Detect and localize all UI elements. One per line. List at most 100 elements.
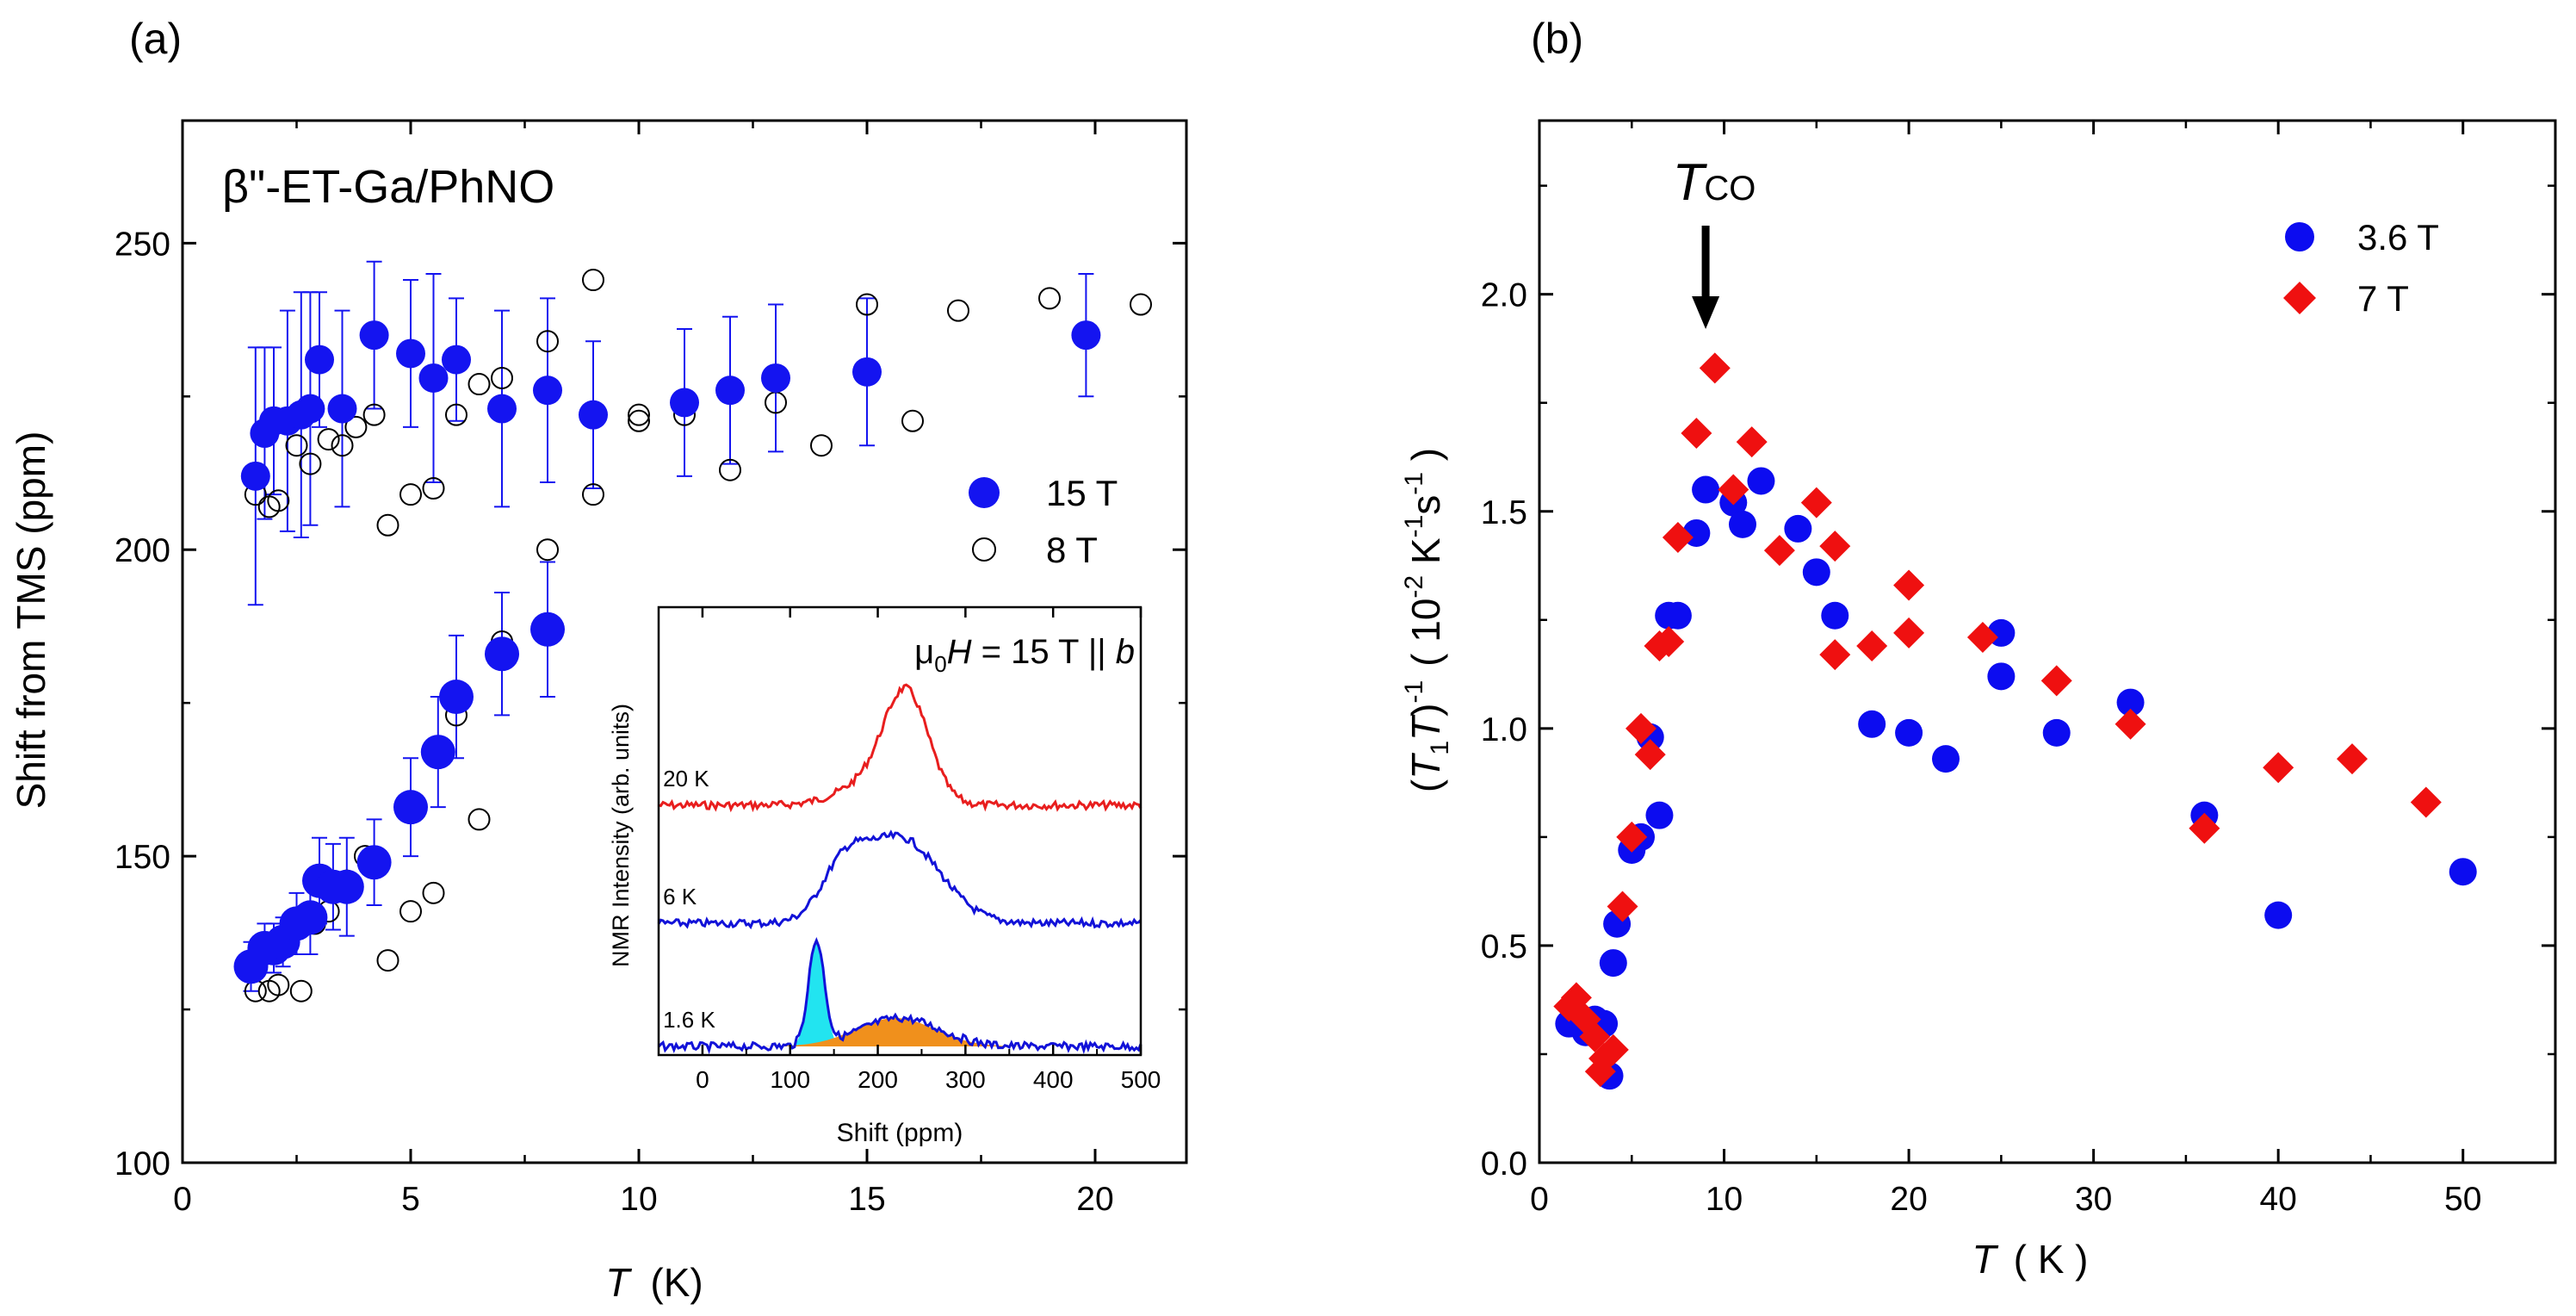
data-point-8T xyxy=(331,434,354,457)
panel-b-x-tick-label: 0 xyxy=(1530,1181,1549,1218)
data-point-8T xyxy=(422,881,445,904)
data-point-3.6T xyxy=(2116,688,2145,717)
data-point-8T xyxy=(468,373,491,396)
inset-trace xyxy=(657,937,1142,1055)
panel-a-series-15T xyxy=(233,320,1101,984)
data-point-8T xyxy=(289,979,313,1003)
panel-b-series-7T xyxy=(1553,352,2442,1088)
data-point-3.6T xyxy=(1895,718,1923,747)
inset-trace xyxy=(658,683,1142,813)
data-point-7T xyxy=(1819,639,1851,671)
legend-label-7T: 7 T xyxy=(2357,278,2409,319)
data-point-15T xyxy=(670,388,699,418)
inset-x-tick-label: 300 xyxy=(945,1066,986,1093)
panel-a-y-tick-label: 250 xyxy=(115,226,170,263)
data-point-3.6T xyxy=(1932,745,1960,773)
data-point-15T xyxy=(485,636,519,672)
data-point-3.6T xyxy=(1645,801,1674,829)
data-point-15T xyxy=(327,394,357,424)
panel-b-x-tick-label: 20 xyxy=(1890,1181,1927,1218)
inset-traces: 20 K 6 K 1.6 K xyxy=(657,683,1142,1055)
panel-a-plot-frame xyxy=(181,119,1188,1164)
tco-arrow-head xyxy=(1692,296,1720,329)
panel-b-series-3.6T xyxy=(1555,467,2477,1090)
tco-label: TCO xyxy=(1673,153,1756,211)
data-point-8T xyxy=(422,477,445,500)
data-point-7T xyxy=(1653,626,1685,657)
panel-a-x-axis-unit: (K) xyxy=(650,1260,703,1305)
data-point-15T xyxy=(295,394,325,424)
inset-ticks: 0 100 200 300 400 500 xyxy=(658,607,1161,1093)
data-point-8T xyxy=(267,973,290,996)
data-point-8T xyxy=(399,483,422,506)
inset-x-tick-label: 0 xyxy=(696,1066,709,1093)
data-point-3.6T xyxy=(2449,858,2477,886)
data-point-15T xyxy=(530,611,565,647)
data-point-7T xyxy=(1597,1034,1629,1065)
data-point-15T xyxy=(393,790,428,825)
data-point-7T xyxy=(2189,812,2220,844)
panel-a-x-axis-var: T xyxy=(605,1260,632,1305)
data-point-15T xyxy=(305,345,334,375)
data-point-8T xyxy=(468,808,491,831)
panel-a-label: (a) xyxy=(129,15,182,63)
data-point-7T xyxy=(2410,786,2442,818)
data-point-15T xyxy=(442,345,471,375)
inset-frame xyxy=(657,605,1142,1057)
data-point-3.6T xyxy=(1784,514,1812,543)
data-point-15T xyxy=(439,680,474,715)
data-point-8T xyxy=(901,409,924,432)
panel-b-ticks: 0 10 20 30 40 50 0.0 0.5 1.0 1.5 2.0 xyxy=(1481,121,2555,1218)
data-point-3.6T xyxy=(1821,601,1849,630)
data-point-8T xyxy=(267,489,290,512)
panel-a-y-tick-label: 150 xyxy=(115,839,170,876)
data-point-7T xyxy=(1681,418,1712,449)
panel-b: (b) (T1T)-1( 10-2 K-1s-1 ) T( K ) 0 10 20 3… xyxy=(1400,15,2557,1282)
data-point-7T xyxy=(1893,569,1925,601)
inset-x-tick-label: 200 xyxy=(858,1066,898,1093)
data-point-8T xyxy=(376,949,399,972)
inset-fills xyxy=(659,943,1141,1046)
data-point-8T xyxy=(628,403,650,426)
data-point-15T xyxy=(533,376,562,406)
data-point-15T xyxy=(356,845,392,880)
panel-b-y-tick-label: 1.0 xyxy=(1481,711,1527,748)
data-point-8T xyxy=(376,513,399,537)
data-point-8T xyxy=(1038,287,1061,310)
data-point-8T xyxy=(445,403,468,426)
data-point-8T xyxy=(719,458,741,481)
data-point-8T xyxy=(536,538,559,562)
data-point-7T xyxy=(1634,739,1666,771)
data-point-8T xyxy=(1130,293,1152,316)
data-point-3.6T xyxy=(1747,467,1775,495)
inset-x-axis-label: Shift (ppm) xyxy=(837,1119,963,1147)
panel-b-x-tick-label: 40 xyxy=(2259,1181,2296,1218)
data-point-3.6T xyxy=(1599,949,1627,978)
panel-a-y-tick-label: 200 xyxy=(115,532,170,569)
data-point-8T xyxy=(810,434,833,457)
data-point-8T xyxy=(285,434,308,457)
panel-b-x-tick-label: 10 xyxy=(1706,1181,1743,1218)
panel-b-x-axis-label: T( K ) xyxy=(1972,1237,2089,1282)
data-point-7T xyxy=(1893,617,1925,649)
data-point-3.6T xyxy=(1729,510,1756,538)
legend-label-8T: 8 T xyxy=(1046,530,1098,570)
data-point-15T xyxy=(579,400,608,430)
data-point-3.6T xyxy=(1987,662,2016,691)
panel-a: (a) Shift from TMS (ppm) T (K) 0 5 10 15 20 10… xyxy=(9,15,1188,1305)
data-point-8T xyxy=(582,483,604,506)
legend-marker-3.6T xyxy=(2285,222,2314,251)
data-point-8T xyxy=(299,452,322,475)
data-point-7T xyxy=(1662,522,1694,553)
data-point-7T xyxy=(1763,535,1795,567)
panel-a-x-axis-label: T (K) xyxy=(605,1260,703,1305)
panel-b-y-tick-label: 0.0 xyxy=(1481,1145,1527,1183)
data-point-7T xyxy=(1718,474,1749,506)
legend-marker-8T xyxy=(972,537,996,562)
inset-background xyxy=(659,607,1141,1055)
data-point-3.6T xyxy=(1692,475,1720,504)
data-point-7T xyxy=(2115,708,2146,740)
data-point-3.6T xyxy=(1802,558,1830,587)
panel-a-legend: 15 T 8 T xyxy=(969,473,1118,570)
